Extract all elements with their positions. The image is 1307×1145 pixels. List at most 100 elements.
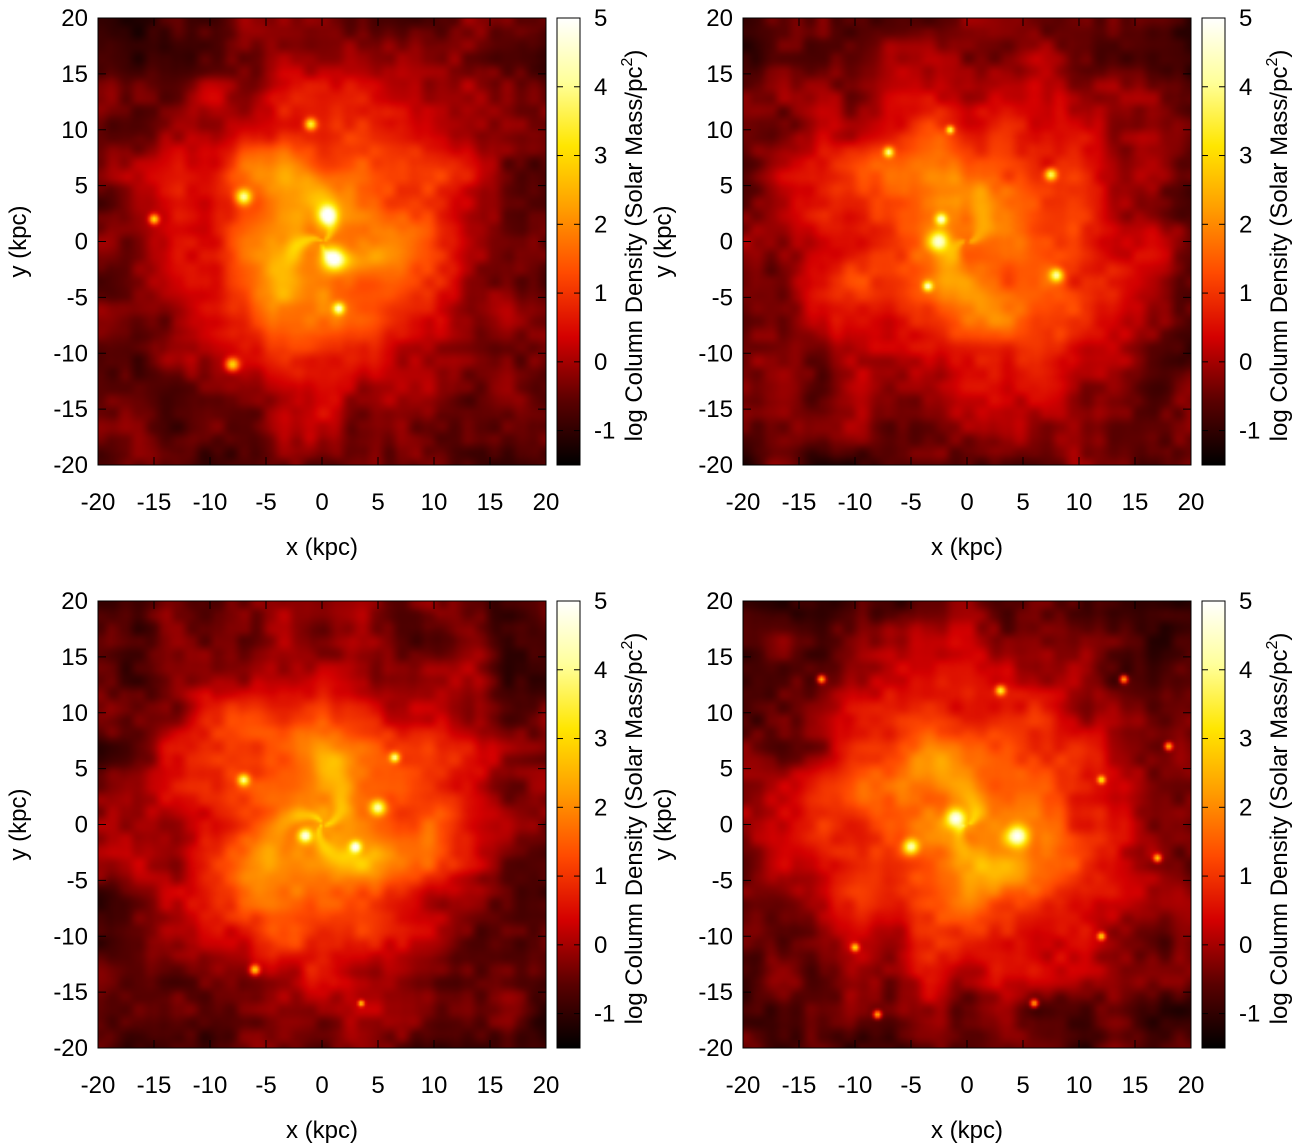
colorbar-tick-label: 5	[1239, 5, 1252, 32]
y-tick-label: 0	[75, 812, 88, 839]
colorbar	[556, 17, 581, 466]
colorbar-tick-label: 3	[1239, 726, 1252, 753]
y-tick-label: 15	[706, 644, 733, 671]
colorbar	[1201, 600, 1226, 1049]
x-tick-label: 15	[477, 1072, 504, 1099]
colorbar-tick-label: 3	[1239, 143, 1252, 170]
colorbar-label-sup: 2	[1264, 58, 1281, 67]
x-tick-label: -15	[137, 489, 172, 516]
x-tick-label: -15	[782, 1072, 817, 1099]
x-tick-label: 0	[960, 1072, 973, 1099]
x-tick-label: 10	[1066, 1072, 1093, 1099]
x-tick-label: 10	[421, 489, 448, 516]
y-tick-label: -5	[712, 284, 733, 311]
x-tick-label: 10	[1066, 489, 1093, 516]
panel-1: -20 -15 -10 -5 0 5 10 15 20-20-15-10-505101520x …	[5, 5, 648, 561]
x-tick-label: -5	[255, 1072, 276, 1099]
colorbar	[556, 600, 581, 1049]
x-tick-label: 15	[477, 489, 504, 516]
colorbar-tick-label: 0	[594, 932, 607, 959]
colorbar-tick-label: 2	[594, 794, 607, 821]
x-tick-label: 5	[1016, 1072, 1029, 1099]
y-tick-label: -10	[53, 340, 88, 367]
colorbar-tick-label: 1	[594, 280, 607, 307]
y-tick-label: -15	[698, 979, 733, 1006]
colorbar-label-sup: 2	[1264, 641, 1281, 650]
y-tick-label: 0	[720, 229, 733, 256]
x-tick-label: 5	[1016, 489, 1029, 516]
colorbar-tick-label: 0	[1239, 932, 1252, 959]
x-tick-label: 0	[960, 489, 973, 516]
density-map	[98, 18, 546, 465]
colorbar-tick-label: -1	[1239, 418, 1260, 445]
colorbar-tick-label: 1	[1239, 280, 1252, 307]
x-tick-label: -20	[726, 1072, 761, 1099]
x-tick-label: 0	[315, 1072, 328, 1099]
x-tick-label: -20	[726, 489, 761, 516]
x-tick-label: -10	[193, 489, 228, 516]
y-tick-label: 0	[75, 229, 88, 256]
y-tick-label: -5	[712, 867, 733, 894]
density-map	[743, 18, 1191, 465]
y-tick-label: -10	[698, 923, 733, 950]
colorbar-label-main: log Column Density (Solar Mass/pc	[621, 650, 648, 1025]
colorbar-tick-label: 1	[594, 863, 607, 890]
x-tick-label: 0	[315, 489, 328, 516]
y-tick-label: 10	[61, 700, 88, 727]
y-axis-label: y (kpc)	[5, 789, 32, 861]
x-tick-label: -10	[838, 1072, 873, 1099]
colorbar	[1201, 17, 1226, 466]
y-tick-label: -15	[53, 979, 88, 1006]
y-tick-label: 15	[61, 644, 88, 671]
colorbar-label-end: )	[1266, 50, 1293, 58]
colorbar-tick-label: -1	[594, 418, 615, 445]
y-tick-label: 10	[706, 700, 733, 727]
x-tick-label: 5	[371, 489, 384, 516]
colorbar-tick-label: -1	[594, 1001, 615, 1028]
x-tick-label: -20	[81, 489, 116, 516]
colorbar-tick-label: 5	[594, 588, 607, 615]
colorbar-tick-label: 5	[594, 5, 607, 32]
y-tick-label: -20	[53, 452, 88, 479]
x-axis-label: x (kpc)	[931, 1117, 1003, 1144]
y-axis-label: y (kpc)	[650, 789, 677, 861]
colorbar-label: log Column Density (Solar Mass/pc2)	[619, 50, 648, 442]
y-tick-label: -10	[698, 340, 733, 367]
x-tick-label: 5	[371, 1072, 384, 1099]
density-map	[98, 601, 546, 1048]
colorbar-label-main: log Column Density (Solar Mass/pc	[1266, 67, 1293, 442]
panel-3: -20 -15 -10 -5 0 5 10 15 20-20-15-10-505101520x …	[5, 588, 648, 1144]
colorbar-label-end: )	[1266, 633, 1293, 641]
x-tick-label: 15	[1122, 489, 1149, 516]
colorbar-tick-label: 4	[1239, 657, 1252, 684]
x-tick-label: -5	[900, 489, 921, 516]
x-tick-label: 15	[1122, 1072, 1149, 1099]
colorbar-tick-label: 1	[1239, 863, 1252, 890]
panel-2: -20 -15 -10 -5 0 5 10 15 20-20-15-10-505101520x …	[650, 5, 1293, 561]
y-tick-label: 5	[75, 756, 88, 783]
x-tick-label: 20	[533, 489, 560, 516]
x-tick-label: -20	[81, 1072, 116, 1099]
colorbar-label-sup: 2	[619, 58, 636, 67]
y-tick-label: 20	[61, 5, 88, 32]
colorbar-tick-label: 4	[594, 74, 607, 101]
colorbar-tick-label: 2	[594, 211, 607, 238]
y-tick-label: -20	[698, 1035, 733, 1062]
colorbar-tick-label: 4	[594, 657, 607, 684]
colorbar-tick-label: 0	[1239, 349, 1252, 376]
y-tick-label: -15	[698, 396, 733, 423]
colorbar-label-main: log Column Density (Solar Mass/pc	[1266, 650, 1293, 1025]
colorbar-label-end: )	[621, 50, 648, 58]
y-tick-label: 10	[61, 117, 88, 144]
x-tick-label: 10	[421, 1072, 448, 1099]
y-tick-label: 5	[75, 173, 88, 200]
colorbar-label-sup: 2	[619, 641, 636, 650]
colorbar-tick-label: 0	[594, 349, 607, 376]
x-tick-label: -5	[900, 1072, 921, 1099]
y-tick-label: 10	[706, 117, 733, 144]
y-tick-label: -10	[53, 923, 88, 950]
x-axis-label: x (kpc)	[931, 534, 1003, 561]
colorbar-tick-label: 2	[1239, 211, 1252, 238]
x-axis-label: x (kpc)	[286, 534, 358, 561]
